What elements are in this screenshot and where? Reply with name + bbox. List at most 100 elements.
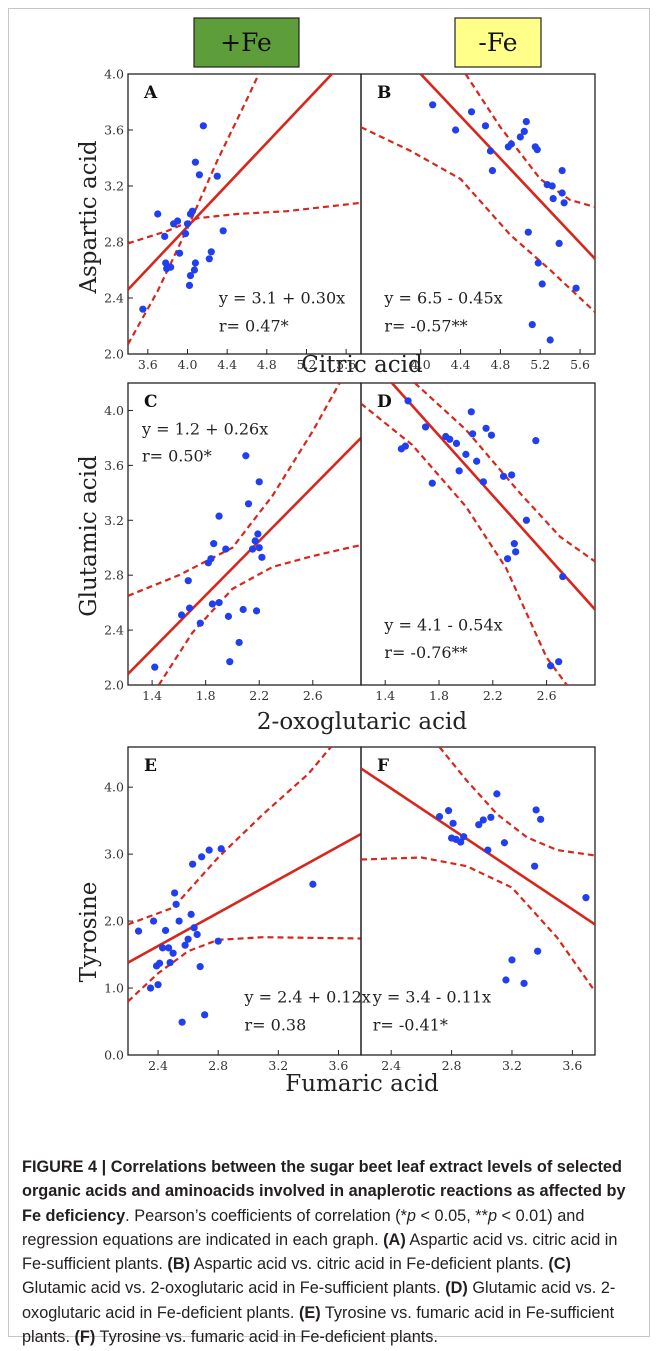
- x-axis-title-oxoglutaric: 2-oxoglutaric acid: [257, 709, 467, 735]
- data-point: [252, 607, 261, 615]
- data-point: [547, 662, 555, 670]
- panel-d: 1.4 1.8 2.2 2.6 Dy = 4.1 - 0.54x r= -0.76**: [360, 382, 596, 703]
- ci-lower-curve: [157, 543, 361, 685]
- data-point: [207, 248, 215, 256]
- y-tick-label: 2.8: [104, 568, 124, 583]
- x-tick-label: 2.4: [148, 1058, 168, 1073]
- data-point: [558, 189, 566, 197]
- y-tick-label: 0.0: [104, 1048, 124, 1063]
- regression-equation: y = 3.4 - 0.11x: [372, 988, 491, 1007]
- data-point: [522, 516, 531, 524]
- regression-line: [128, 74, 334, 291]
- data-point: [196, 963, 204, 971]
- data-point: [546, 336, 554, 344]
- panel-c: 1.4 1.8 2.2 2.6 2.0 2.4 2.8 3.2 3.6 4.0 Cy = 1.2 +…: [104, 382, 362, 703]
- x-tick-label: 4.0: [411, 357, 431, 372]
- data-point: [185, 281, 194, 289]
- x-tick-label: 2.6: [303, 688, 323, 703]
- data-point: [222, 545, 230, 553]
- x-tick-label: 4.0: [178, 357, 198, 372]
- minus-fe-header-box: [454, 17, 542, 68]
- data-point: [175, 917, 183, 925]
- data-point: [162, 259, 170, 267]
- data-point: [258, 553, 266, 561]
- ci-lower-curve: [361, 126, 595, 313]
- data-point: [555, 658, 563, 666]
- data-point: [166, 959, 174, 967]
- data-point: [149, 917, 158, 925]
- data-point: [534, 947, 542, 955]
- data-point: [482, 424, 490, 432]
- data-point: [493, 790, 501, 798]
- data-point: [178, 1018, 186, 1026]
- data-point: [217, 845, 225, 853]
- panel-a: 3.6 4.0 4.4 4.8 5.2 5.6 2.0 2.4 2.8 3.2 3.6 4.0 Ay =…: [104, 67, 362, 372]
- data-point: [207, 555, 215, 563]
- x-axis-title-citric: Citric acid: [301, 352, 423, 378]
- data-point: [255, 478, 263, 486]
- data-point: [508, 956, 516, 964]
- minus-fe-header-label: -Fe: [478, 28, 517, 57]
- data-point: [555, 239, 563, 247]
- plot-frame: [360, 746, 596, 1056]
- data-point: [198, 853, 206, 861]
- y-tick-label: 3.0: [104, 847, 124, 862]
- data-point: [167, 263, 175, 271]
- data-point: [215, 599, 223, 607]
- data-point: [435, 813, 444, 821]
- x-tick-label: 4.8: [490, 357, 510, 372]
- data-point: [190, 924, 198, 932]
- figure-frame: [8, 8, 650, 1337]
- data-point: [475, 821, 483, 829]
- y-tick-label: 2.4: [104, 291, 124, 306]
- data-point: [457, 838, 465, 846]
- y-tick-label: 2.0: [104, 347, 124, 362]
- x-tick-label: 3.6: [138, 357, 158, 372]
- data-point: [171, 889, 179, 897]
- data-point: [446, 435, 454, 443]
- data-point: [205, 846, 213, 854]
- caption-item-text: Tyrosine vs. fumaric acid in Fe-deficien…: [95, 1328, 438, 1347]
- data-point: [421, 423, 430, 431]
- data-point: [181, 230, 190, 238]
- correlation-coefficient: r= -0.57**: [384, 317, 467, 336]
- data-point: [572, 284, 580, 292]
- correlation-coefficient: r= -0.76**: [384, 643, 467, 662]
- data-point: [173, 217, 182, 225]
- data-point: [251, 537, 259, 545]
- data-point: [134, 927, 143, 935]
- data-point: [177, 611, 186, 619]
- data-point: [219, 227, 227, 235]
- data-point: [473, 457, 481, 465]
- data-point: [520, 979, 528, 987]
- data-point: [401, 442, 409, 450]
- y-tick-label: 4.0: [104, 403, 124, 418]
- data-point: [196, 619, 204, 627]
- data-point: [528, 321, 536, 329]
- data-point: [154, 210, 162, 218]
- data-point: [189, 860, 197, 868]
- y-tick-label: 1.0: [104, 981, 124, 996]
- data-point: [226, 658, 234, 666]
- data-point: [191, 259, 200, 267]
- regression-line: [419, 74, 595, 260]
- data-point: [146, 984, 155, 992]
- ci-upper-curve: [128, 383, 341, 597]
- caption-mid-2: < 0.01) and regression equations are ind…: [22, 1206, 585, 1249]
- caption-item-label: (C): [548, 1255, 571, 1274]
- data-point: [208, 600, 216, 608]
- data-point: [244, 500, 253, 508]
- data-point: [516, 133, 524, 141]
- data-point: [161, 926, 170, 935]
- caption-p-symbol-1: p: [406, 1206, 416, 1225]
- y-tick-label: 4.0: [104, 780, 124, 795]
- ci-upper-curve: [128, 74, 260, 345]
- panel-b: 4.0 4.4 4.8 5.2 5.6 By = 6.5 - 0.45x r= -0.57*…: [360, 73, 596, 372]
- correlation-coefficient: r= 0.50*: [142, 447, 212, 466]
- data-point: [559, 572, 567, 581]
- data-point: [510, 540, 518, 548]
- data-point: [158, 944, 167, 952]
- data-point: [467, 108, 476, 116]
- data-point: [444, 807, 453, 815]
- regression-equation: y = 6.5 - 0.45x: [383, 289, 502, 308]
